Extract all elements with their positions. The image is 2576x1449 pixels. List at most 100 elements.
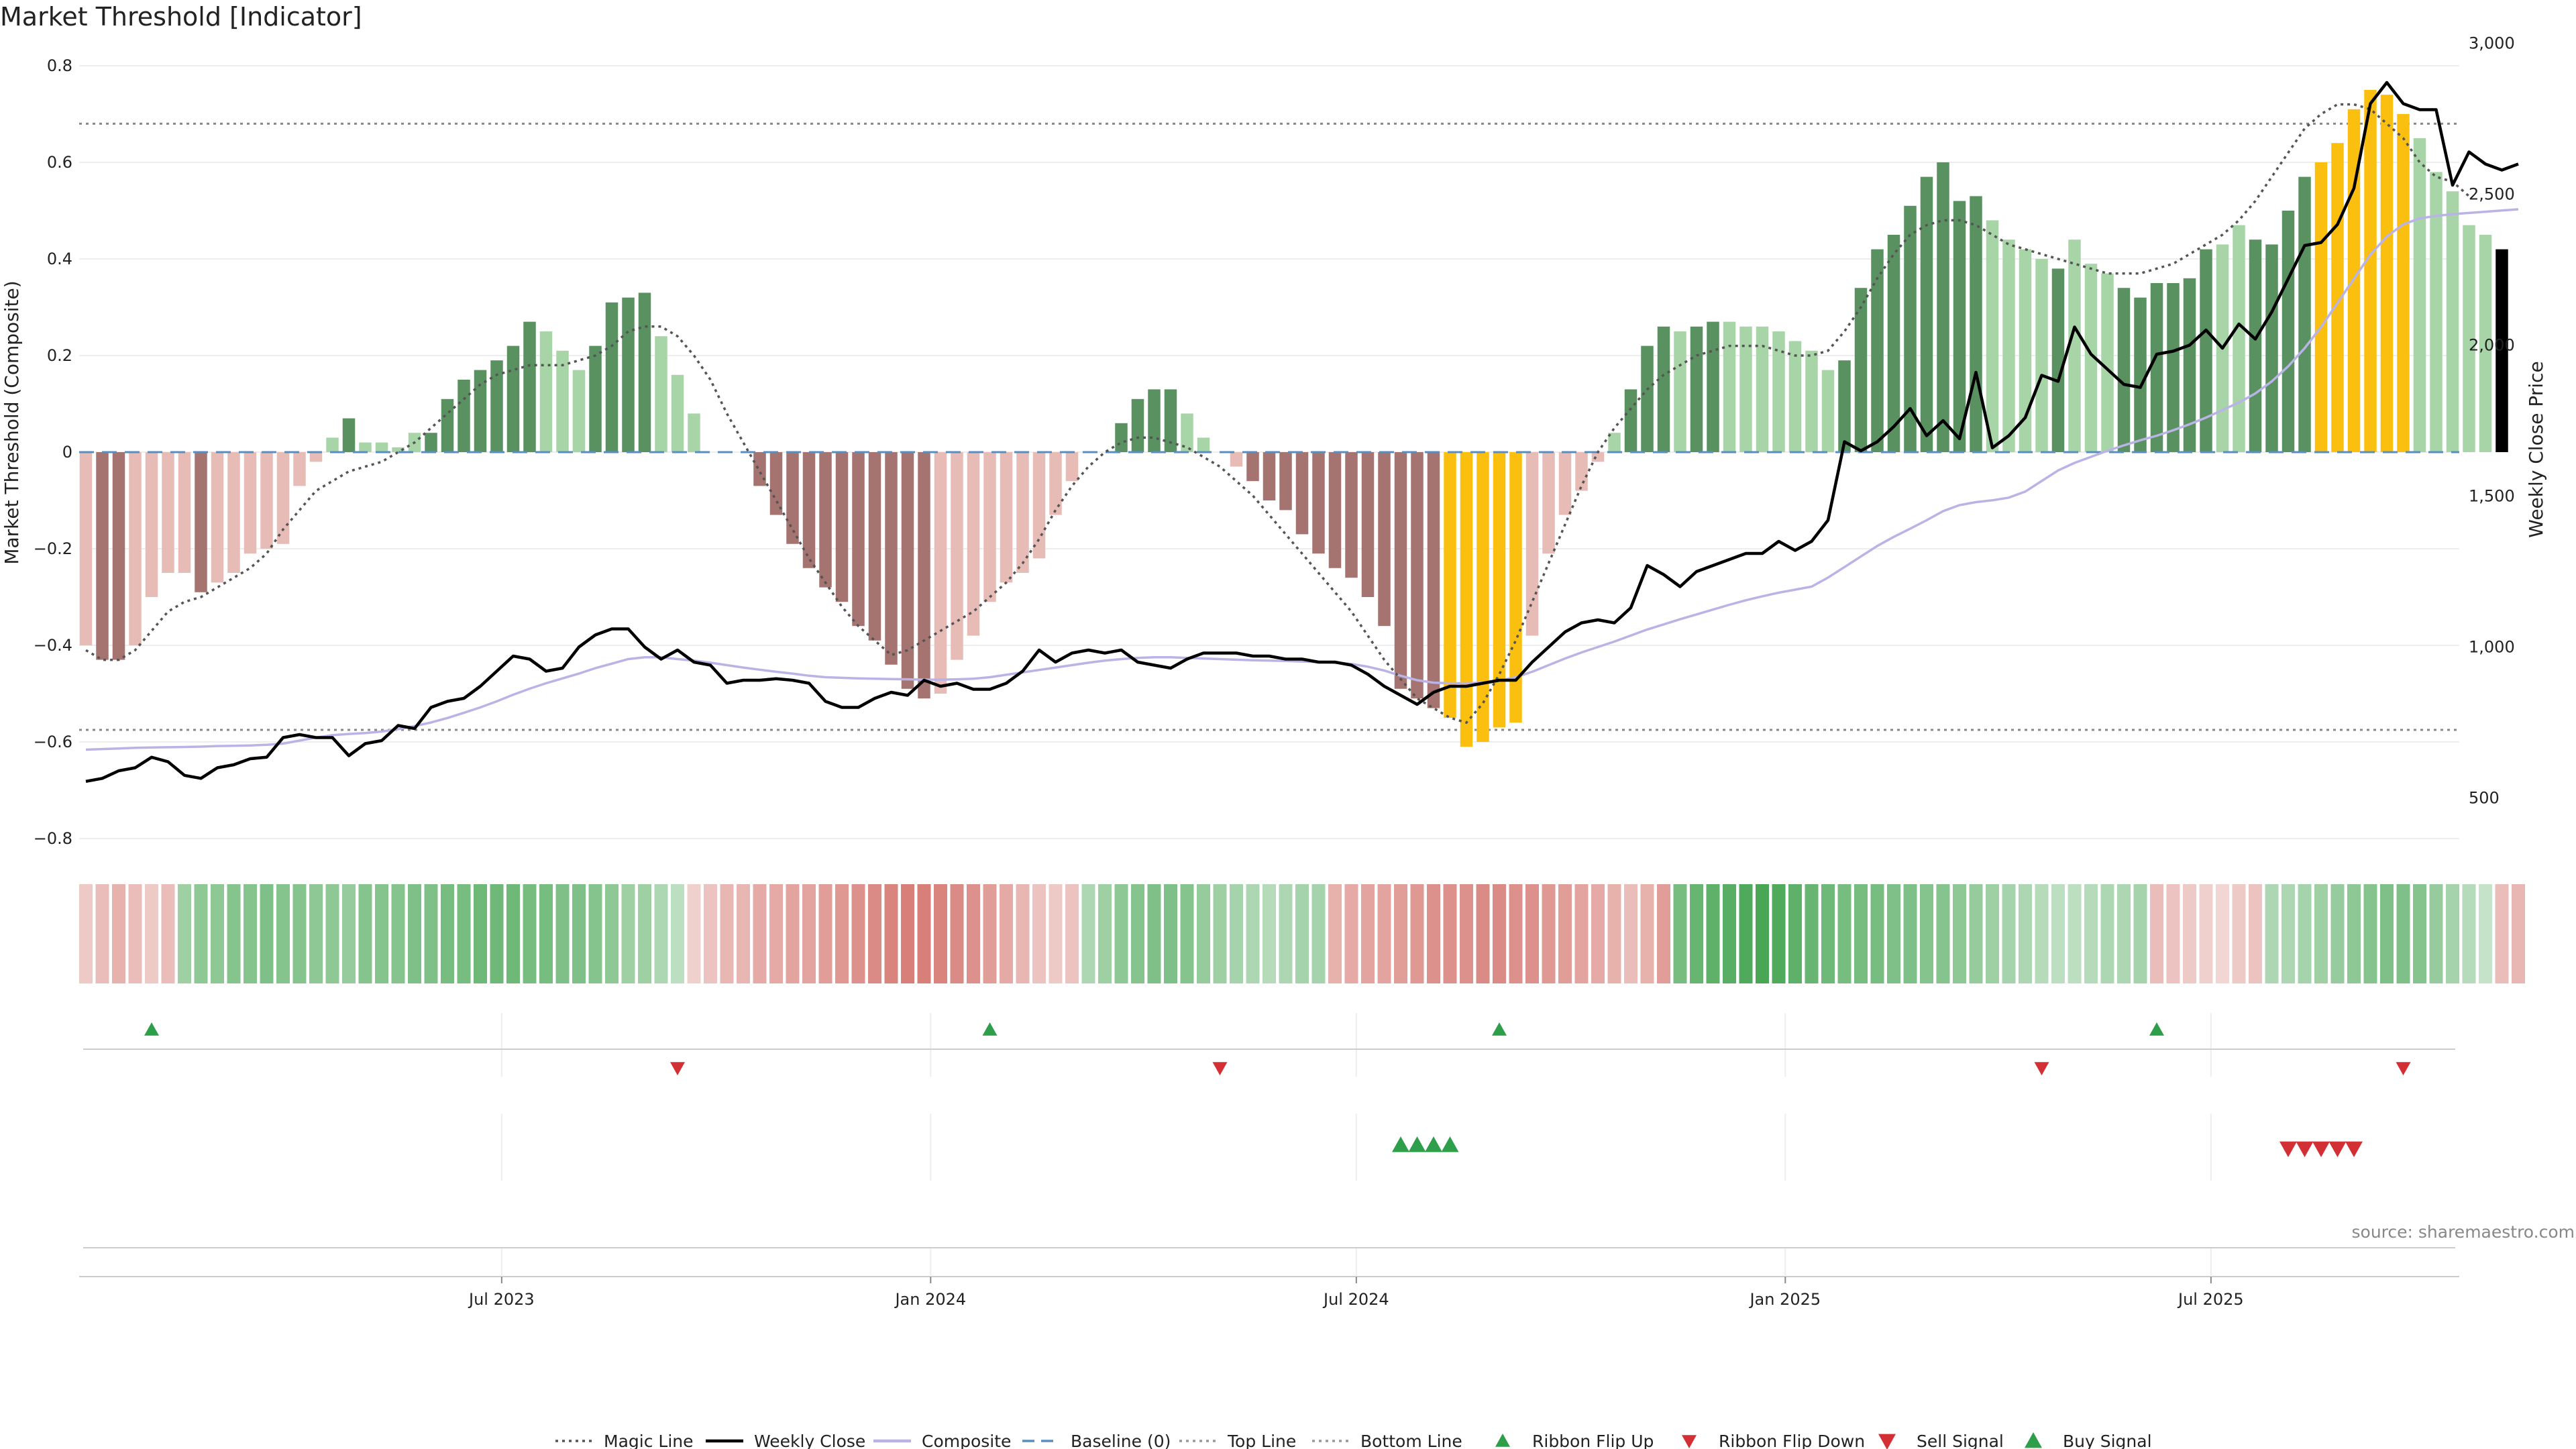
ribbon-cell: [424, 884, 438, 983]
ribbon-cell: [1180, 884, 1194, 983]
composite-bar: [178, 452, 191, 573]
composite-bar: [1427, 452, 1440, 708]
ribbon-cell: [1706, 884, 1720, 983]
ribbon-cell: [671, 884, 684, 983]
composite-bar: [868, 452, 881, 641]
ribbon-cell: [2330, 884, 2345, 983]
composite-bar: [1460, 452, 1473, 747]
composite-bar: [1525, 452, 1539, 636]
ribbon-cell: [901, 884, 914, 983]
composite-bar: [1937, 162, 1949, 452]
ribbon-cell: [1739, 884, 1753, 983]
composite-bar: [1756, 326, 1769, 452]
ribbon-cell: [441, 884, 454, 983]
composite-bar: [951, 452, 963, 660]
ribbon-cell: [391, 884, 405, 983]
left-tick-label: −0.4: [34, 636, 72, 655]
composite-bar: [1575, 452, 1588, 491]
ribbon-cell: [2133, 884, 2147, 983]
ribbon-cell: [2249, 884, 2262, 983]
composite-bar: [506, 345, 520, 452]
ribbon-cell: [588, 884, 602, 983]
ribbon-cell: [2199, 884, 2213, 983]
ribbon-cell: [128, 884, 142, 983]
composite-bar: [1558, 452, 1572, 515]
composite-bar: [2249, 239, 2262, 452]
ribbon-cell: [1361, 884, 1375, 983]
ribbon-cell: [1147, 884, 1161, 983]
composite-bar: [2380, 95, 2394, 452]
axes: 0.8 0.6 0.4 0.2 0 −0.2 −0.4 −0.6 −0.8 3,000 2,500 2…: [34, 34, 2515, 1309]
composite-bar: [655, 336, 667, 452]
ribbon-cell: [1837, 884, 1851, 983]
ribbon-cell: [753, 884, 767, 983]
composite-bar: [2183, 278, 2196, 452]
composite-bar: [441, 398, 454, 452]
x-tick-label: Jul 2024: [1322, 1290, 1389, 1309]
ribbon-cell: [408, 884, 421, 983]
ribbon-cell: [2347, 884, 2361, 983]
ribbon-cell: [1657, 884, 1670, 983]
ribbon-flip-up-marker: [982, 1022, 998, 1036]
ribbon-cell: [178, 884, 191, 983]
ribbon-cell: [2298, 884, 2312, 983]
composite-bar: [375, 442, 388, 452]
ribbon-cell: [737, 884, 750, 983]
composite-bar: [1542, 452, 1555, 554]
ribbon-cell: [1558, 884, 1572, 983]
composite-bar: [1477, 452, 1489, 742]
ribbon-cell: [687, 884, 701, 983]
source-note: source: sharemaestro.com: [2352, 1222, 2575, 1242]
composite-bar: [2397, 114, 2410, 452]
ribbon-cell: [818, 884, 833, 983]
ribbon-cell: [1986, 884, 1999, 983]
composite-bar: [1115, 423, 1128, 452]
legend-label: Ribbon Flip Up: [1532, 1432, 1654, 1449]
composite-bar: [2019, 249, 2032, 452]
composite-bar: [2233, 225, 2245, 452]
right-tick-label: 500: [2469, 789, 2500, 808]
composite-bar: [1690, 326, 1703, 452]
ribbon-cell: [309, 884, 323, 983]
ribbon-cell: [2035, 884, 2049, 983]
ribbon-cell: [1065, 884, 1079, 983]
composite-bar: [1328, 452, 1342, 568]
ribbon-cell: [1328, 884, 1342, 983]
ribbon-cell: [276, 884, 290, 983]
ribbon-cell: [1427, 884, 1440, 983]
ribbon-cell: [1542, 884, 1556, 983]
composite-bar: [2134, 297, 2147, 452]
ribbon-cell: [2019, 884, 2032, 983]
composite-bar: [162, 452, 174, 573]
composite-bar: [835, 452, 849, 602]
composite-bar: [2200, 249, 2212, 452]
composite-bar: [112, 452, 125, 660]
legend-swatch: [1495, 1434, 1510, 1447]
composite-bar: [309, 452, 323, 462]
ribbon-cell: [786, 884, 800, 983]
ribbon-cell: [1870, 884, 1884, 983]
composite-bar: [638, 292, 651, 452]
composite-bar: [2101, 273, 2114, 452]
left-tick-label: −0.8: [34, 829, 72, 848]
ribbon-cell: [917, 884, 931, 983]
ribbon-flip-down-marker: [670, 1062, 685, 1075]
left-tick-label: −0.2: [34, 539, 72, 558]
ribbon-flip-up-marker: [144, 1022, 159, 1036]
ribbon-cell: [769, 884, 783, 983]
composite-bar: [523, 321, 536, 452]
composite-bar: [2364, 90, 2377, 452]
ribbon-cell: [145, 884, 158, 983]
composite-bar: [1838, 360, 1851, 452]
composite-bar: [1148, 389, 1161, 452]
ribbon-cell: [2396, 884, 2410, 983]
chart-title: Market Threshold [Indicator]: [0, 2, 362, 32]
ribbon-cell: [1788, 884, 1802, 983]
ribbon-cell: [2051, 884, 2065, 983]
ribbon-cell: [2512, 884, 2525, 983]
composite-bar: [1641, 345, 1654, 452]
legend-swatch: [1878, 1434, 1896, 1449]
ribbon-cell: [1887, 884, 1900, 983]
composite-bar: [1312, 452, 1325, 554]
